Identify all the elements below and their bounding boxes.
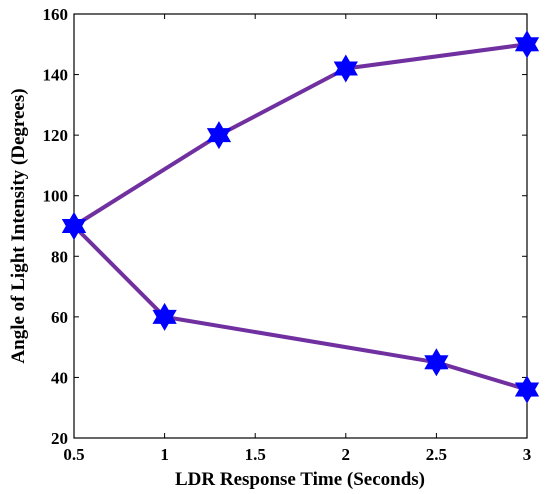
y-tick-label: 160: [43, 5, 69, 24]
x-tick-label: 3: [523, 445, 532, 464]
x-tick-label: 1: [160, 445, 169, 464]
series-line-1: [72, 42, 528, 228]
x-axis-title: LDR Response Time (Seconds): [175, 469, 425, 490]
x-tick-label: 2.5: [426, 445, 447, 464]
plot-frame: [73, 13, 528, 439]
y-tick-label: 80: [51, 247, 68, 266]
y-axis-title: Angle of Light Intensity (Degrees): [8, 88, 29, 363]
x-tick-label: 0.5: [63, 445, 84, 464]
series-group: [61, 30, 540, 404]
data-point-marker: [61, 212, 87, 240]
data-point-marker: [206, 121, 232, 150]
x-tick-label: 2: [342, 445, 351, 464]
x-tick-label: 1.5: [245, 445, 266, 464]
y-tick-label: 120: [43, 126, 69, 145]
data-point-marker: [514, 375, 540, 404]
data-point-marker: [152, 302, 177, 331]
y-tick-label: 100: [43, 187, 69, 206]
data-point-marker: [333, 54, 358, 83]
x-axis-ticks: 0.5 1 1.5 2 2.5 3: [63, 14, 531, 464]
y-tick-label: 40: [51, 368, 68, 387]
data-point-marker: [514, 30, 540, 59]
y-tick-label: 60: [51, 308, 68, 327]
data-point-marker: [424, 348, 449, 377]
y-axis-ticks: 20 40 60 80 100 120 140 160: [43, 5, 527, 448]
series-line-2: [72, 224, 528, 392]
y-tick-label: 140: [43, 66, 69, 85]
y-tick-label: 20: [51, 429, 68, 448]
